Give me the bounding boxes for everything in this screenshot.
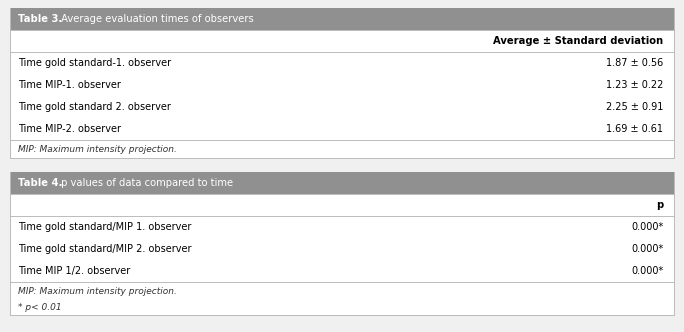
FancyBboxPatch shape bbox=[10, 30, 674, 52]
Text: 0.000*: 0.000* bbox=[631, 222, 663, 232]
FancyBboxPatch shape bbox=[10, 118, 674, 140]
Text: 1.23 ± 0.22: 1.23 ± 0.22 bbox=[606, 80, 663, 90]
Text: MIP: Maximum intensity projection.: MIP: Maximum intensity projection. bbox=[18, 287, 177, 295]
Text: Average ± Standard deviation: Average ± Standard deviation bbox=[493, 36, 663, 46]
Text: Average evaluation times of observers: Average evaluation times of observers bbox=[58, 14, 254, 24]
FancyBboxPatch shape bbox=[10, 140, 674, 158]
Text: Time gold standard-1. observer: Time gold standard-1. observer bbox=[18, 58, 172, 68]
FancyBboxPatch shape bbox=[10, 260, 674, 282]
Text: Time MIP-1. observer: Time MIP-1. observer bbox=[18, 80, 121, 90]
Text: p: p bbox=[656, 200, 663, 210]
FancyBboxPatch shape bbox=[10, 216, 674, 238]
FancyBboxPatch shape bbox=[10, 300, 674, 315]
Text: 1.69 ± 0.61: 1.69 ± 0.61 bbox=[607, 124, 663, 134]
FancyBboxPatch shape bbox=[10, 8, 674, 30]
Text: Time MIP 1/2. observer: Time MIP 1/2. observer bbox=[18, 266, 131, 276]
Text: Time gold standard/MIP 1. observer: Time gold standard/MIP 1. observer bbox=[18, 222, 192, 232]
Text: Time gold standard 2. observer: Time gold standard 2. observer bbox=[18, 102, 172, 112]
FancyBboxPatch shape bbox=[10, 194, 674, 216]
Text: 1.87 ± 0.56: 1.87 ± 0.56 bbox=[606, 58, 663, 68]
FancyBboxPatch shape bbox=[10, 282, 674, 300]
Text: 0.000*: 0.000* bbox=[631, 244, 663, 254]
FancyBboxPatch shape bbox=[10, 96, 674, 118]
Text: Time MIP-2. observer: Time MIP-2. observer bbox=[18, 124, 122, 134]
Text: p values of data compared to time: p values of data compared to time bbox=[58, 178, 233, 188]
FancyBboxPatch shape bbox=[10, 52, 674, 74]
FancyBboxPatch shape bbox=[10, 74, 674, 96]
Text: 2.25 ± 0.91: 2.25 ± 0.91 bbox=[606, 102, 663, 112]
Text: Time gold standard/MIP 2. observer: Time gold standard/MIP 2. observer bbox=[18, 244, 192, 254]
Text: * p< 0.01: * p< 0.01 bbox=[18, 303, 62, 312]
Text: Table 3.: Table 3. bbox=[18, 14, 63, 24]
Text: Table 4.: Table 4. bbox=[18, 178, 63, 188]
Text: 0.000*: 0.000* bbox=[631, 266, 663, 276]
FancyBboxPatch shape bbox=[10, 238, 674, 260]
FancyBboxPatch shape bbox=[10, 172, 674, 194]
Text: MIP: Maximum intensity projection.: MIP: Maximum intensity projection. bbox=[18, 144, 177, 153]
